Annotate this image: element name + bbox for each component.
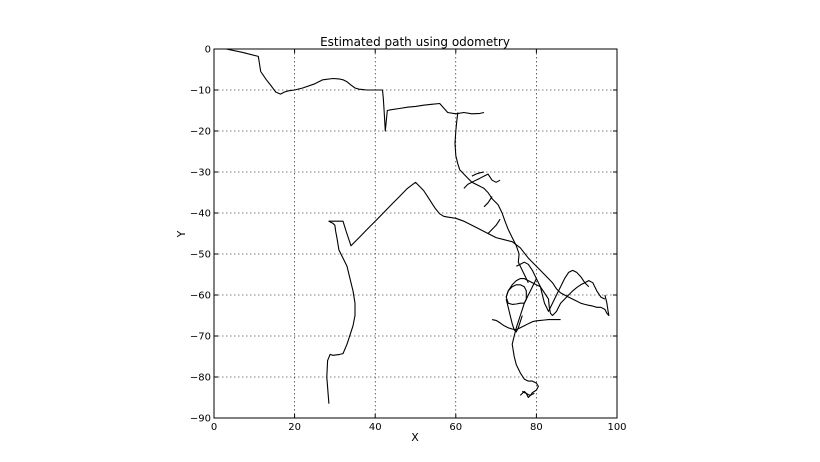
- y-tick-label: 0: [205, 45, 211, 56]
- path-segment-13: [491, 319, 561, 331]
- plot-frame: [213, 48, 618, 419]
- x-tick-label: 40: [369, 422, 382, 433]
- path-segment-2: [454, 112, 529, 283]
- x-tick-label: 80: [530, 422, 543, 433]
- y-tick-label: −50: [190, 250, 211, 261]
- path-segment-3: [463, 173, 501, 189]
- path-segment-9: [505, 269, 590, 312]
- path-segment-10: [505, 284, 527, 305]
- path-segment-1: [214, 48, 485, 132]
- path-segment-12: [522, 390, 535, 396]
- x-tick-label: 60: [449, 422, 462, 433]
- y-tick-label: −20: [190, 127, 211, 138]
- y-axis-ticks: 0 −10 −20 −30 −40 −50 −60 −70 −80 −90: [190, 45, 617, 425]
- path-segment-14: [505, 298, 523, 333]
- y-tick-label: −70: [190, 332, 211, 343]
- path-segment-7: [326, 181, 610, 404]
- y-tick-label: −10: [190, 86, 211, 97]
- x-axis-label: X: [411, 431, 419, 444]
- y-tick-label: −30: [190, 168, 211, 179]
- chart-title: Estimated path using odometry: [320, 35, 510, 49]
- path-segment-8: [516, 261, 606, 317]
- y-tick-label: −60: [190, 291, 211, 302]
- path-segment-6: [487, 218, 501, 234]
- y-axis-label: Y: [175, 230, 188, 238]
- y-tick-label: −40: [190, 209, 211, 220]
- path-segment-5: [483, 196, 493, 208]
- y-tick-label: −80: [190, 373, 211, 384]
- x-tick-label: 20: [288, 422, 301, 433]
- grid-lines: [214, 49, 617, 418]
- path-segment-11: [511, 278, 539, 399]
- path-segment-4: [471, 171, 485, 177]
- x-tick-label: 100: [607, 422, 626, 433]
- y-tick-label: −90: [190, 414, 211, 425]
- path-lines: [214, 48, 610, 404]
- x-tick-label: 0: [211, 422, 217, 433]
- x-axis-ticks: 0 20 40 60 80 100: [211, 49, 627, 433]
